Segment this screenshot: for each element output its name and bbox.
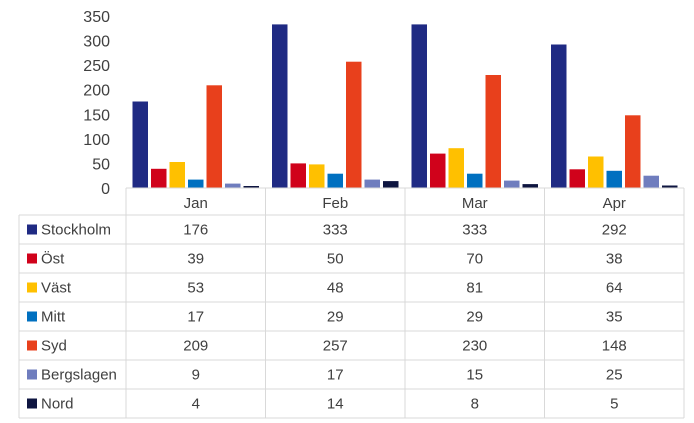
table-cell-value: 15 bbox=[466, 367, 483, 384]
category-label: Jan bbox=[184, 195, 208, 212]
bar-väst-mar bbox=[448, 148, 464, 188]
bar-syd-feb bbox=[346, 61, 362, 189]
bar-öst-jan bbox=[151, 168, 167, 188]
bar-stockholm-apr bbox=[551, 44, 567, 188]
table-cell-value: 25 bbox=[606, 367, 623, 384]
bar-mitt-apr bbox=[606, 170, 622, 188]
bar-mitt-mar bbox=[467, 173, 483, 188]
table-cell-value: 17 bbox=[187, 309, 204, 326]
table-cell-value: 53 bbox=[187, 280, 204, 297]
legend-key-syd bbox=[27, 340, 37, 351]
category-label: Apr bbox=[603, 195, 626, 212]
bar-nord-apr bbox=[662, 185, 678, 188]
y-tick-label: 300 bbox=[83, 34, 110, 51]
bar-nord-jan bbox=[243, 186, 259, 188]
bar-öst-feb bbox=[290, 163, 306, 188]
bar-mitt-feb bbox=[327, 173, 343, 188]
legend-key-stockholm bbox=[27, 224, 37, 235]
table-cell-value: 17 bbox=[327, 367, 344, 384]
table-cell-value: 148 bbox=[602, 338, 627, 355]
table-cell-value: 257 bbox=[323, 338, 348, 355]
y-tick-label: 50 bbox=[92, 156, 110, 173]
y-tick-label: 250 bbox=[83, 58, 110, 75]
series-name: Bergslagen bbox=[41, 367, 117, 384]
table-cell-value: 29 bbox=[327, 309, 344, 326]
table-cell-value: 70 bbox=[466, 251, 483, 268]
table-cell-value: 4 bbox=[192, 396, 200, 413]
bar-väst-apr bbox=[588, 156, 604, 188]
bar-öst-apr bbox=[569, 169, 585, 188]
bar-syd-apr bbox=[625, 115, 641, 188]
table-cell-value: 176 bbox=[183, 222, 208, 239]
table-cell-value: 209 bbox=[183, 338, 208, 355]
data-table: Jan Feb Mar Apr Stockholm 176 333 333 292 Öst 39 50… bbox=[18, 187, 685, 419]
bar-bergslagen-apr bbox=[643, 175, 659, 188]
table-cell-value: 333 bbox=[462, 222, 487, 239]
y-axis: 0 50 100 150 200 250 300 350 bbox=[83, 9, 110, 198]
y-tick-label: 200 bbox=[83, 83, 110, 100]
legend-key-mitt bbox=[27, 311, 37, 322]
bar-öst-mar bbox=[430, 153, 446, 188]
bar-syd-jan bbox=[206, 85, 222, 188]
y-tick-label: 350 bbox=[83, 9, 110, 26]
table-cell-value: 333 bbox=[323, 222, 348, 239]
category-label: Mar bbox=[462, 195, 488, 212]
table-cell-value: 64 bbox=[606, 280, 623, 297]
table-cell-value: 8 bbox=[471, 396, 479, 413]
bar-mitt-jan bbox=[188, 179, 204, 188]
table-cell-value: 9 bbox=[192, 367, 200, 384]
bar-stockholm-mar bbox=[411, 24, 427, 189]
legend-key-öst bbox=[27, 253, 37, 264]
table-cell-value: 50 bbox=[327, 251, 344, 268]
bar-bergslagen-jan bbox=[225, 183, 241, 188]
table-cell-value: 39 bbox=[187, 251, 204, 268]
table-cell-value: 5 bbox=[610, 396, 618, 413]
y-tick-label: 100 bbox=[83, 132, 110, 149]
bar-nord-mar bbox=[522, 184, 538, 188]
y-tick-label: 0 bbox=[101, 181, 110, 198]
table-cell-value: 14 bbox=[327, 396, 344, 413]
table-cell-value: 292 bbox=[602, 222, 627, 239]
table-cell-value: 81 bbox=[466, 280, 483, 297]
y-tick-label: 150 bbox=[83, 107, 110, 124]
bar-väst-feb bbox=[309, 164, 325, 188]
bars bbox=[132, 24, 678, 189]
category-label: Feb bbox=[322, 195, 348, 212]
series-name: Väst bbox=[41, 280, 72, 297]
table-cell-value: 230 bbox=[462, 338, 487, 355]
bar-nord-feb bbox=[383, 181, 399, 188]
bar-stockholm-jan bbox=[132, 101, 148, 188]
legend-key-väst bbox=[27, 282, 37, 293]
table-cell-value: 38 bbox=[606, 251, 623, 268]
series-name: Nord bbox=[41, 396, 74, 413]
series-name: Stockholm bbox=[41, 222, 111, 239]
legend-key-nord bbox=[27, 398, 37, 409]
bar-väst-jan bbox=[169, 162, 185, 188]
bar-stockholm-feb bbox=[272, 24, 288, 189]
series-name: Öst bbox=[41, 250, 65, 268]
bar-syd-mar bbox=[485, 75, 501, 188]
bar-bergslagen-feb bbox=[364, 179, 380, 188]
series-name: Syd bbox=[41, 338, 67, 355]
bar-bergslagen-mar bbox=[504, 180, 520, 188]
table-cell-value: 48 bbox=[327, 280, 344, 297]
table-cell-value: 29 bbox=[466, 309, 483, 326]
table-cell-value: 35 bbox=[606, 309, 623, 326]
legend-key-bergslagen bbox=[27, 369, 37, 380]
series-name: Mitt bbox=[41, 309, 66, 326]
